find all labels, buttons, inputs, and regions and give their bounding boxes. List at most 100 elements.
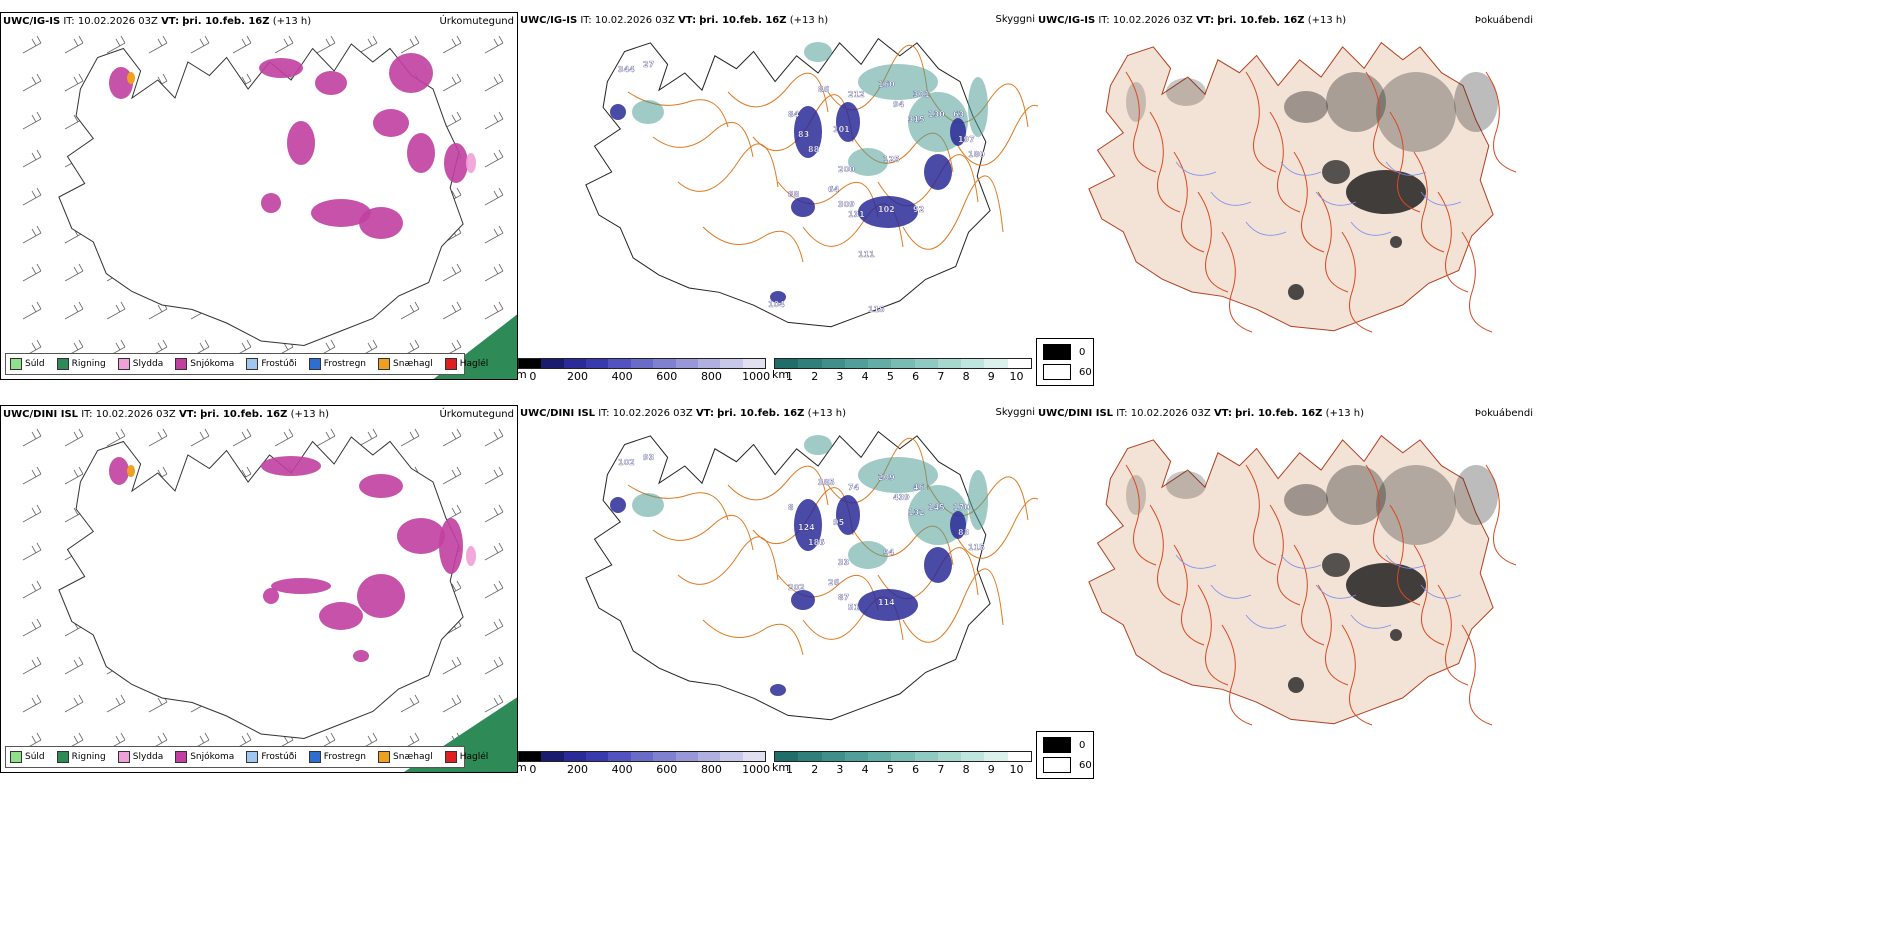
wind-barb [233,429,251,446]
low-visibility-area [968,77,988,137]
colorbar-step [631,752,653,761]
wind-barb [485,150,503,167]
colorbar-step [720,752,742,761]
colorbar-blocks [518,358,766,369]
precip-map-canvas [1,13,518,380]
fog-shade [1326,72,1386,132]
snowfall-area [261,193,281,213]
legend-swatch [378,751,390,763]
snowfall-area [287,121,315,165]
ceiling-value-label: 111 [858,250,875,259]
legend-label: Haglél [460,752,489,762]
colorbar-step [720,359,742,368]
wind-barb [443,695,461,712]
colorbar-tick-label: 600 [656,763,677,773]
snowfall-area [315,71,347,95]
colorbar-tick-label: 3 [836,763,843,773]
ceiling-value-label: 86 [818,85,830,94]
ceiling-value-label: 63 [953,110,964,119]
ceiling-value-label: 115 [868,305,885,314]
ceiling-value-label: 33 [838,558,849,567]
legend-swatch [378,358,390,370]
legend-swatch [10,358,22,370]
low-visibility-area [804,42,832,62]
ceiling-value-label: 160 [878,80,895,89]
ceiling-value-label: 46 [913,483,925,492]
legend-swatch [118,358,130,370]
ceiling-value-label: 115 [968,543,985,552]
colorbar-tick-label: 800 [701,370,722,380]
ceiling-value-label: 102 [878,205,895,214]
wind-barb [359,36,377,53]
low-visibility-area [804,435,832,455]
ceiling-value-label: 88 [788,190,800,199]
ceiling-value-label: 27 [643,60,654,69]
ceiling-value-label: 309 [838,200,855,209]
visibility-colorbar: km 1 2 3 4 5 6 7 8 9 10 [774,751,1032,773]
legend-swatch [246,358,258,370]
colorbar-tick-label: 2 [811,370,818,380]
wind-barb [65,264,83,281]
legend-item: Snjókoma [175,751,234,763]
legend-label: Haglél [460,359,489,369]
legend-item: Slydda [118,358,163,370]
snowfall-area [353,650,369,662]
colorbar-tick-label: 9 [988,763,995,773]
colorbar-ticks: 0 200 400 600 800 1000 [518,762,766,773]
colorbar-step [775,752,798,761]
fog-shade [1166,78,1206,106]
fog-map-canvas [1036,405,1536,745]
snowfall-area [373,109,409,137]
wind-barb [149,429,167,446]
low-ceiling-area [924,547,952,583]
low-ceiling-area [924,154,952,190]
legend-item: Haglél [445,358,489,370]
fog-shade [1346,563,1426,607]
ceiling-value-label: 114 [878,598,895,607]
ceiling-value-label: 130 [928,110,945,119]
colorbar-tick-label: 0 [529,370,536,380]
ceiling-value-label: 209 [878,473,895,482]
colorbar-tick-label: 600 [656,370,677,380]
ceiling-value-label: 131 [848,210,865,219]
fog-shade [1390,236,1402,248]
colorbar-blocks [774,358,1032,369]
wind-barb [23,581,41,598]
fog-shade [1376,72,1456,152]
colorbar-ticks: 1 2 3 4 5 6 7 8 9 10 [774,762,1032,773]
wind-barb [485,36,503,53]
ceiling-value-label: 64 [828,185,840,194]
precip-legend: Súld Rigning Slydda Snjókoma Frostúði Frostre… [5,353,465,375]
colorbar-tick-label: 2 [811,763,818,773]
snowfall-area [263,588,279,604]
ceiling-value-label: 125 [883,155,900,164]
colorbar-step [564,359,586,368]
precip-type-map-igis: UWC/IG-IS IT: 10.02.2026 03Z VT: þri. 10… [0,12,518,380]
legend-label: Frostregn [324,359,366,369]
snowfall-area [389,53,433,93]
snowfall-area [259,58,303,78]
sleet-area [466,153,476,173]
wind-barb [23,619,41,636]
legend-item: Snæhagl [378,751,433,763]
wind-barb [443,302,461,319]
wind-barb [23,302,41,319]
ceiling-value-label: 132 [908,508,925,517]
wind-barb [65,657,83,674]
legend-item: Súld [10,358,45,370]
fog-indicator-map-igis: UWC/IG-IS IT: 10.02.2026 03Z VT: þri. 10… [1036,12,1536,380]
colorbar-step [653,752,675,761]
ceiling-value-label: 301 [913,90,930,99]
ceiling-colorbar: m 0 200 400 600 800 1000 [518,358,766,380]
colorbar-step [845,359,868,368]
fog-shade [1126,475,1146,515]
colorbar-tick-label: 4 [862,763,869,773]
colorbar-tick-label: 1000 [742,370,770,380]
colorbar-tick-label: 10 [1010,370,1024,380]
colorbar-tick-label: 800 [701,763,722,773]
wind-barb [485,505,503,522]
sleet-area [466,546,476,566]
legend-label: Rigning [72,359,106,369]
low-ceiling-area [791,590,815,610]
colorbar-step [698,359,720,368]
